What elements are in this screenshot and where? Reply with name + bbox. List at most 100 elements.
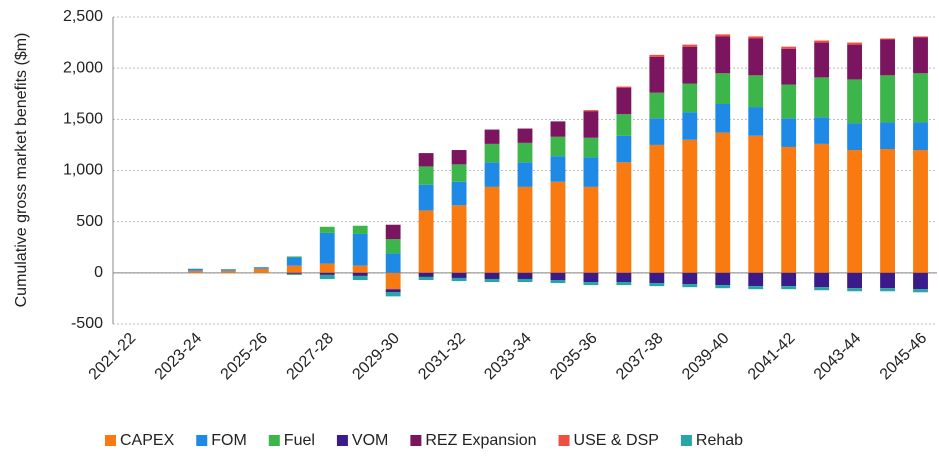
bar-segment	[187, 270, 203, 273]
bar-segment	[649, 118, 665, 145]
legend-label: CAPEX	[120, 432, 175, 449]
bar-segment	[913, 122, 928, 151]
legend: CAPEX FOM Fuel VOM REZ Expansion USE & DSP Reh…	[105, 432, 743, 449]
x-tick-label: 2025-26	[218, 330, 272, 384]
bar-segment	[517, 162, 533, 187]
x-tick-label: 2029-30	[349, 330, 403, 384]
bar-segment	[682, 284, 698, 288]
bar-segment	[682, 46, 698, 84]
bar-segment	[781, 84, 797, 119]
bar-segment	[715, 73, 731, 104]
bar-segment	[913, 150, 928, 273]
legend-swatch	[105, 435, 116, 446]
bar-segment	[847, 123, 863, 151]
bar-segment	[781, 48, 797, 85]
bar-segment	[286, 265, 302, 273]
x-tick-label: 2033-34	[481, 330, 535, 384]
bar-segment	[484, 162, 500, 187]
bar-segment	[286, 273, 302, 275]
x-tick-label: 2043-44	[811, 330, 865, 384]
bar-segment	[517, 186, 533, 273]
bar-segment	[385, 272, 401, 290]
bar-segment	[616, 272, 632, 283]
bar-segment	[814, 272, 830, 288]
bar-segment	[913, 73, 928, 123]
y-tick-label: 1,500	[63, 111, 103, 128]
bar-segment	[352, 265, 368, 273]
bar-segment	[583, 110, 599, 112]
bar-segment	[550, 121, 566, 137]
bar-segment	[550, 136, 566, 157]
bar-segment	[352, 225, 368, 234]
bar-segment	[517, 278, 533, 283]
y-tick-label: 2,000	[63, 59, 103, 76]
bar-segment	[220, 269, 236, 271]
bar-segment	[880, 288, 895, 292]
bar-segment	[319, 272, 335, 275]
bar-segment	[616, 282, 632, 286]
bar-segment	[748, 36, 764, 39]
bar-segment	[847, 288, 863, 292]
legend-swatch	[196, 435, 208, 446]
bar-segment	[649, 56, 665, 93]
bar-segment	[649, 92, 665, 119]
legend-label: Fuel	[284, 432, 315, 449]
bar-segment	[253, 268, 269, 273]
bar-segment	[715, 272, 731, 286]
bar-segment	[583, 157, 599, 187]
bar-segment	[451, 277, 467, 282]
bar-segment	[682, 83, 698, 113]
bar-segment	[880, 75, 895, 123]
bar-segment	[451, 181, 467, 206]
bar-segment	[781, 146, 797, 273]
bar-segment	[418, 210, 434, 273]
legend-label: VOM	[352, 432, 388, 449]
x-tick-label: 2023-24	[152, 330, 206, 384]
legend-swatch	[680, 435, 692, 446]
legend-label: FOM	[211, 432, 247, 449]
bar-segment	[748, 75, 764, 108]
bar-segment	[484, 186, 500, 273]
y-tick-label: 1,000	[63, 162, 103, 179]
bar-segment	[913, 289, 928, 293]
bar-segment	[715, 285, 731, 289]
legend-swatch	[410, 435, 422, 446]
bar-segment	[517, 142, 533, 163]
bar-segment	[385, 292, 401, 297]
bar-segment	[781, 46, 797, 49]
y-tick-label: 0	[94, 264, 103, 281]
bar-segment	[649, 144, 665, 273]
x-tick-label: 2027-28	[284, 330, 338, 384]
bar-segment	[847, 79, 863, 124]
legend-label: USE & DSP	[574, 432, 659, 449]
bar-segment	[880, 149, 895, 273]
x-tick-label: 2045-46	[877, 330, 931, 384]
bar-segment	[220, 270, 236, 273]
bar-segment	[583, 186, 599, 273]
bar-segment	[385, 253, 401, 273]
bar-segment	[451, 150, 467, 165]
legend-swatch	[336, 435, 348, 446]
bar-segment	[880, 39, 895, 76]
bar-segment	[187, 268, 203, 271]
bar-segment	[616, 162, 632, 273]
bar-segment	[814, 287, 830, 291]
bar-segment	[649, 54, 665, 57]
bar-segment	[418, 272, 434, 277]
bar-segment	[319, 263, 335, 273]
bar-segment	[352, 272, 368, 276]
bar-segment	[814, 42, 830, 78]
bar-segment	[748, 38, 764, 76]
bar-segment	[880, 122, 895, 150]
bar-segment	[715, 34, 731, 37]
bar-segment	[451, 272, 467, 278]
bar-segment	[847, 150, 863, 273]
bar-segment	[682, 139, 698, 273]
bar-segment	[616, 86, 632, 88]
bar-segment	[451, 164, 467, 182]
bar-segment	[319, 274, 335, 279]
bar-segment	[715, 36, 731, 74]
y-tick-label: 500	[76, 213, 103, 230]
bar-segment	[748, 135, 764, 273]
